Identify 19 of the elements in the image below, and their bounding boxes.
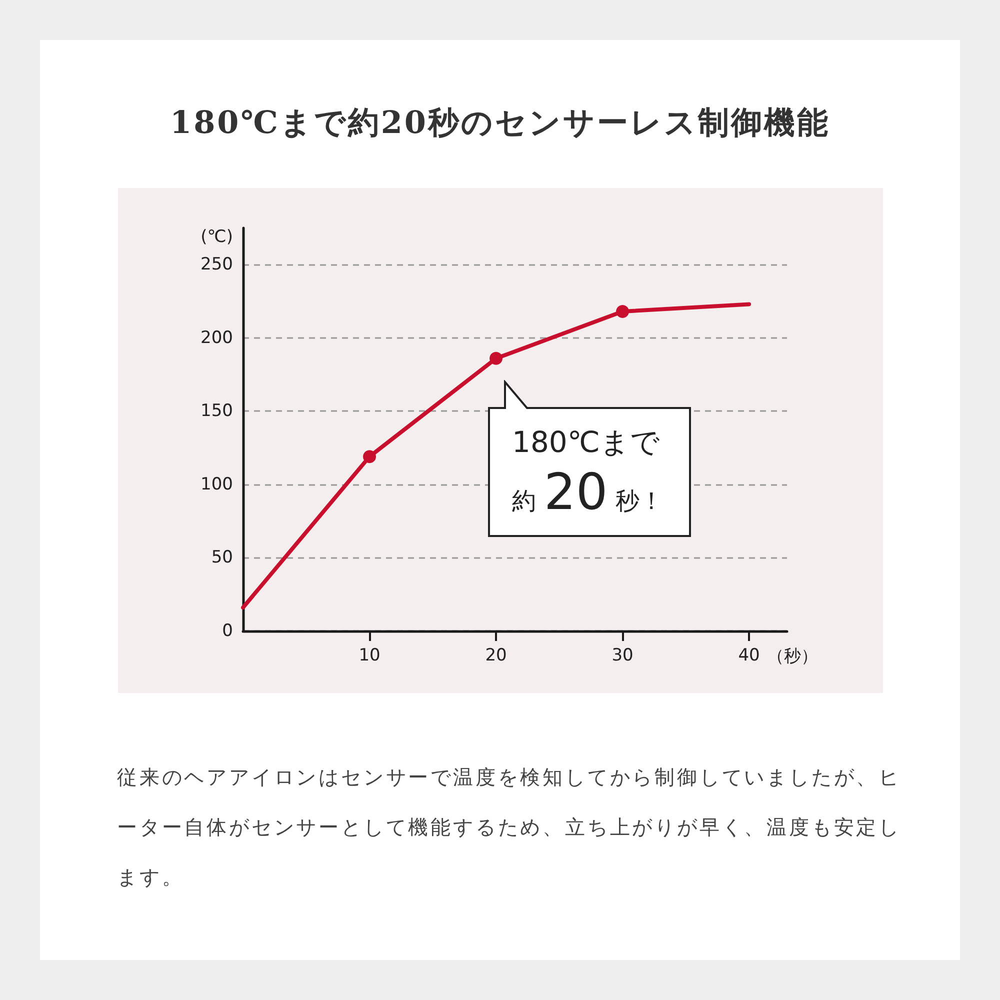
point [490,352,503,365]
x-tick-label: 30 [612,646,634,666]
y-tick-label: 200 [200,328,233,348]
y-tick-label: 50 [211,548,233,568]
y-tick-label: 250 [200,254,233,275]
x-tick-label: 10 [358,646,380,666]
x-axis-title: （秒） [767,646,818,666]
y-tick-label: 100 [200,474,233,494]
y-axis-title: (℃) [200,227,233,247]
line-series [241,302,752,610]
annotation: 180℃まで [512,424,660,462]
x-tick-label: 40 [738,646,760,666]
point [363,450,376,464]
point [616,305,630,318]
chart-title: 180℃まで約20秒のセンサーレス制御機能 [169,104,831,143]
text: 従来のヘアアイロンはセンサーで温度を検知してから制御していましたが、ヒーター自体がセンサーとして機能するため、立ち上がりが早く、温度も安定します。 [117,765,901,889]
y-tick-label: 150 [200,401,233,422]
y-tick-label: 0 [222,621,233,641]
x-tick-label: 20 [485,646,507,666]
